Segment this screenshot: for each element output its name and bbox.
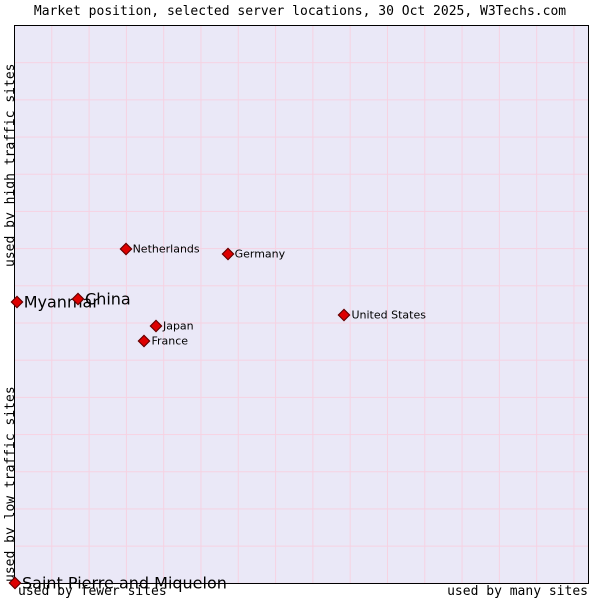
diamond-marker (149, 319, 163, 333)
point-label: Japan (162, 319, 194, 333)
diamond-marker (338, 308, 351, 321)
diamond-marker (221, 247, 234, 261)
point-label: Germany (234, 247, 286, 261)
point-label: Netherlands (132, 242, 200, 256)
x-axis-label-left: used by fewer sites (18, 584, 167, 599)
point-label: United States (351, 308, 426, 322)
diamond-marker (138, 334, 151, 348)
point-label: France (151, 334, 189, 348)
x-axis-label-right: used by many sites (447, 584, 588, 599)
chart-title: Market position, selected server locatio… (33, 4, 567, 19)
diamond-marker (119, 242, 132, 256)
point-label: Saint Pierre and Miquelon (22, 573, 227, 593)
diamond-marker (10, 295, 24, 309)
point-label: China (85, 289, 131, 309)
plot-area: Netherlands Germany Myanmar China United Sta… (8, 25, 589, 593)
